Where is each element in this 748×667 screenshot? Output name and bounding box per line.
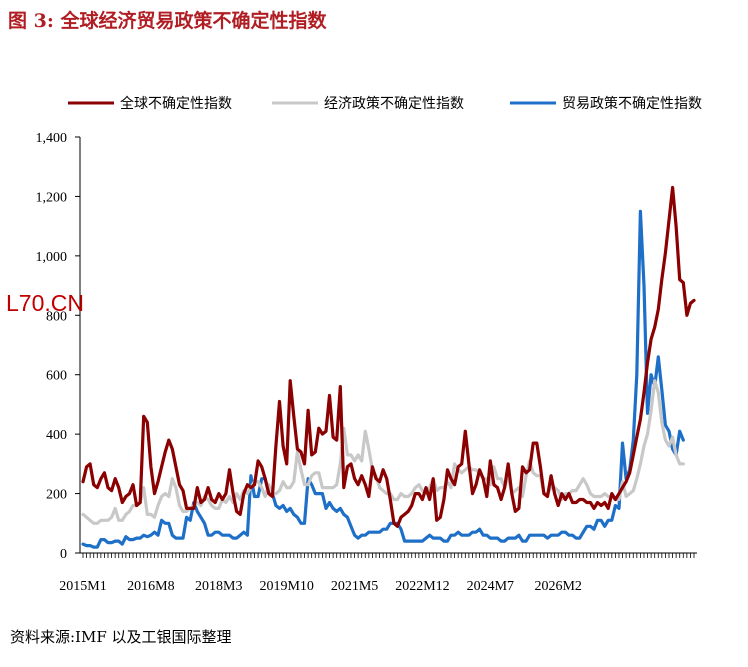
y-tick-label: 1,200 bbox=[36, 190, 68, 205]
y-tick-label: 800 bbox=[46, 309, 67, 324]
legend-label: 贸易政策不确定性指数 bbox=[562, 95, 702, 112]
x-tick-label: 2021M5 bbox=[331, 579, 378, 594]
source-note: 资料来源:IMF 以及工银国际整理 bbox=[10, 628, 232, 646]
x-tick-label: 2018M3 bbox=[195, 579, 242, 594]
chart-legend: 全球不确定性指数 经济政策不确定性指数 贸易政策不确定性指数 bbox=[68, 95, 702, 112]
legend-label: 全球不确定性指数 bbox=[120, 95, 232, 112]
series-line bbox=[81, 209, 685, 549]
chart-axes: 0 200 400 600 800 1,000 1,200 1,400 2015M1 2016M8… bbox=[36, 131, 697, 594]
y-tick-label: 400 bbox=[46, 428, 67, 443]
x-tick-label: 2026M2 bbox=[534, 579, 581, 594]
x-tick-label: 2024M7 bbox=[467, 579, 514, 594]
series-line bbox=[81, 185, 696, 528]
x-tick-label: 2022M12 bbox=[395, 579, 449, 594]
figure-title: 图 3: 全球经济贸易政策不确定性指数 bbox=[8, 10, 327, 32]
x-tick-label: 2016M8 bbox=[127, 579, 174, 594]
y-tick-label: 200 bbox=[46, 488, 67, 503]
series-line bbox=[81, 379, 685, 525]
chart-series-group bbox=[81, 185, 696, 549]
watermark: L70.CN bbox=[6, 290, 84, 316]
legend-label: 经济政策不确定性指数 bbox=[324, 95, 464, 112]
x-tick-label: 2019M10 bbox=[259, 579, 313, 594]
x-tick-label: 2015M1 bbox=[59, 579, 106, 594]
y-tick-label: 0 bbox=[60, 547, 67, 562]
y-tick-label: 1,400 bbox=[36, 131, 68, 146]
y-tick-label: 1,000 bbox=[36, 250, 68, 265]
chart-canvas: 全球不确定性指数 经济政策不确定性指数 贸易政策不确定性指数 0 200 400 600 8… bbox=[36, 95, 703, 594]
y-tick-label: 600 bbox=[46, 369, 67, 384]
